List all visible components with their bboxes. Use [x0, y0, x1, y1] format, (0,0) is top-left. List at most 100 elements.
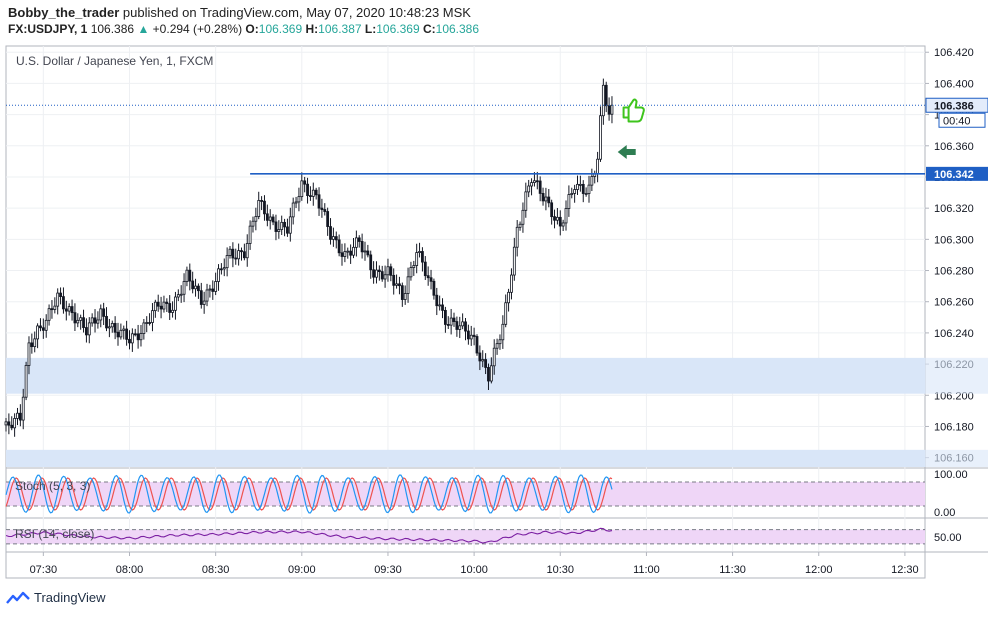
candle[interactable] [36, 323, 39, 349]
candle[interactable] [604, 81, 608, 113]
candle[interactable] [329, 218, 332, 245]
candle[interactable] [263, 195, 266, 221]
candle[interactable] [596, 151, 600, 183]
support-zone[interactable] [6, 357, 925, 394]
candle[interactable] [550, 199, 554, 225]
candle[interactable] [510, 268, 513, 300]
candle[interactable] [558, 210, 562, 236]
candle[interactable] [323, 203, 327, 216]
candle[interactable] [268, 209, 272, 230]
candle[interactable] [199, 282, 203, 309]
candle[interactable] [271, 214, 275, 226]
candle[interactable] [300, 172, 304, 201]
candle[interactable] [346, 247, 350, 259]
candle[interactable] [484, 353, 488, 375]
candle[interactable] [234, 248, 238, 265]
candle[interactable] [535, 171, 539, 190]
candle[interactable] [369, 250, 373, 279]
candle[interactable] [211, 280, 215, 300]
candle[interactable] [168, 295, 172, 320]
candle[interactable] [50, 300, 54, 319]
candle[interactable] [41, 318, 45, 339]
candle[interactable] [99, 304, 103, 328]
candle[interactable] [429, 269, 433, 290]
candle[interactable] [495, 338, 499, 355]
candle[interactable] [18, 404, 22, 427]
candle[interactable] [231, 242, 235, 268]
candle[interactable] [481, 350, 485, 368]
candle[interactable] [314, 187, 318, 200]
candle[interactable] [475, 334, 479, 356]
candle[interactable] [556, 207, 559, 225]
candle[interactable] [182, 273, 186, 303]
candle[interactable] [145, 316, 149, 333]
candle[interactable] [306, 177, 309, 204]
candle[interactable] [202, 291, 206, 314]
candle[interactable] [237, 243, 241, 266]
candle[interactable] [415, 243, 419, 274]
candle[interactable] [142, 318, 146, 340]
candle[interactable] [162, 295, 166, 313]
candle[interactable] [311, 182, 315, 206]
candle[interactable] [412, 260, 416, 276]
candle[interactable] [219, 263, 223, 275]
candle[interactable] [174, 291, 177, 320]
candle[interactable] [24, 361, 28, 401]
candle[interactable] [409, 261, 413, 281]
candle[interactable] [610, 96, 614, 124]
candle[interactable] [438, 295, 442, 311]
candle[interactable] [607, 97, 611, 121]
candle[interactable] [337, 234, 341, 257]
candle[interactable] [105, 307, 108, 332]
candle[interactable] [171, 301, 174, 318]
candle[interactable] [504, 294, 508, 328]
candle[interactable] [501, 315, 505, 349]
candle[interactable] [309, 186, 312, 201]
candle[interactable] [317, 187, 321, 216]
candle[interactable] [573, 184, 577, 203]
candle[interactable] [291, 197, 295, 225]
candle[interactable] [487, 363, 490, 390]
candle[interactable] [228, 246, 232, 259]
candle[interactable] [47, 304, 51, 326]
candle[interactable] [21, 388, 25, 430]
candle[interactable] [286, 218, 289, 237]
candle[interactable] [159, 296, 163, 319]
candle[interactable] [73, 303, 77, 332]
candle[interactable] [225, 247, 229, 277]
candle[interactable] [87, 317, 91, 344]
candle[interactable] [524, 182, 528, 218]
candle[interactable] [274, 214, 278, 241]
candle[interactable] [102, 302, 106, 326]
candle[interactable] [452, 312, 456, 327]
candle[interactable] [375, 261, 378, 284]
candle[interactable] [90, 313, 94, 327]
candle[interactable] [544, 187, 548, 211]
candle[interactable] [179, 285, 183, 303]
candle[interactable] [240, 247, 243, 261]
candle[interactable] [515, 220, 519, 257]
candle[interactable] [587, 175, 591, 203]
candle[interactable] [188, 263, 192, 291]
candle[interactable] [156, 294, 160, 312]
candle[interactable] [584, 187, 588, 197]
candle[interactable] [39, 318, 42, 332]
candle[interactable] [44, 314, 48, 338]
candle[interactable] [110, 320, 114, 333]
candle[interactable] [458, 316, 462, 339]
candle[interactable] [176, 289, 180, 302]
candle[interactable] [455, 316, 459, 337]
candle[interactable] [217, 264, 220, 291]
candle[interactable] [56, 288, 60, 315]
candle[interactable] [280, 215, 284, 236]
candle[interactable] [128, 330, 131, 350]
candle[interactable] [340, 243, 344, 266]
candle[interactable] [13, 413, 17, 437]
candle[interactable] [288, 207, 292, 242]
candle[interactable] [360, 233, 364, 259]
candle[interactable] [277, 220, 281, 239]
candle[interactable] [377, 265, 381, 281]
candle[interactable] [93, 309, 97, 333]
candle[interactable] [446, 316, 450, 329]
candle[interactable] [578, 175, 582, 192]
